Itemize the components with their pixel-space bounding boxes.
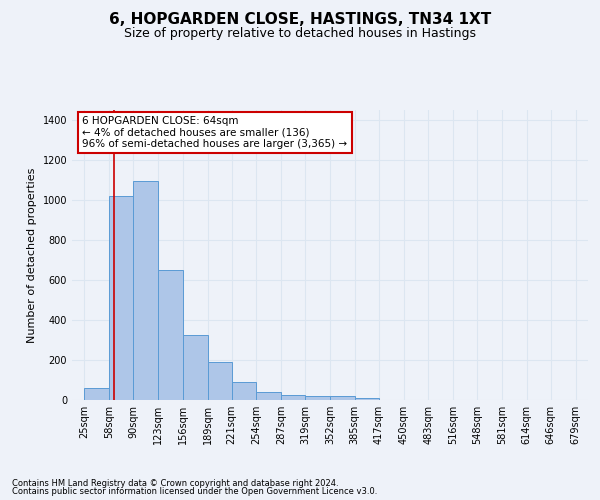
Bar	[85, 388, 109, 400]
Text: 6 HOPGARDEN CLOSE: 64sqm
← 4% of detached houses are smaller (136)
96% of semi-d: 6 HOPGARDEN CLOSE: 64sqm ← 4% of detache…	[82, 116, 347, 149]
Bar	[281, 395, 305, 400]
Bar	[256, 392, 281, 400]
Bar	[133, 181, 158, 400]
Y-axis label: Number of detached properties: Number of detached properties	[27, 168, 37, 342]
Text: Contains public sector information licensed under the Open Government Licence v3: Contains public sector information licen…	[12, 487, 377, 496]
Text: Size of property relative to detached houses in Hastings: Size of property relative to detached ho…	[124, 28, 476, 40]
Bar	[208, 362, 232, 400]
Text: 6, HOPGARDEN CLOSE, HASTINGS, TN34 1XT: 6, HOPGARDEN CLOSE, HASTINGS, TN34 1XT	[109, 12, 491, 28]
Bar	[109, 196, 133, 400]
Text: Contains HM Land Registry data © Crown copyright and database right 2024.: Contains HM Land Registry data © Crown c…	[12, 478, 338, 488]
Bar	[330, 396, 355, 400]
Bar	[183, 335, 208, 400]
Bar	[232, 382, 256, 400]
Bar	[355, 398, 379, 400]
Bar	[158, 270, 183, 400]
Bar	[305, 396, 330, 400]
